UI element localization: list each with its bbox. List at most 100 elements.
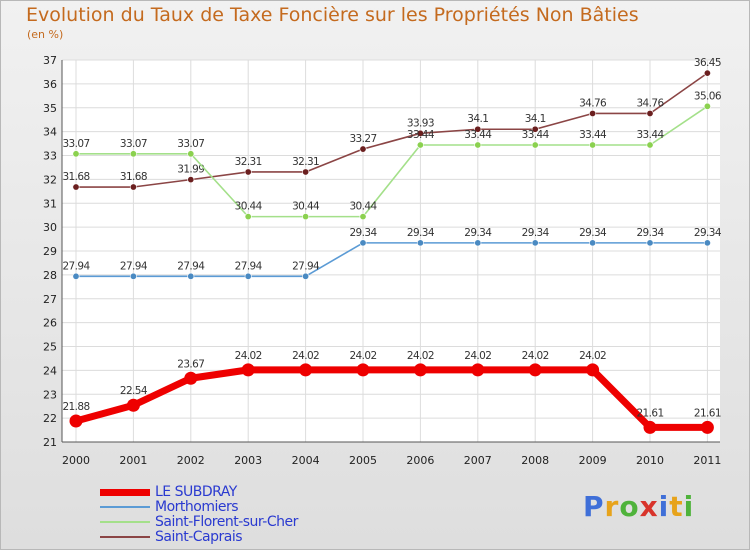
- data-label: 33.44: [636, 129, 664, 141]
- data-label: 21.61: [694, 407, 721, 419]
- y-tick-label: 23: [43, 388, 57, 401]
- data-label: 30.44: [292, 201, 320, 213]
- logo-letter: t: [669, 490, 684, 523]
- data-point: [413, 363, 427, 377]
- data-label: 24.02: [522, 350, 549, 362]
- data-label: 34.1: [525, 113, 546, 125]
- data-label: 31.68: [62, 171, 89, 183]
- data-label: 31.68: [120, 171, 147, 183]
- x-tick-label: 2007: [464, 454, 492, 467]
- series-saint-florent-sur-cher: 33.07 33.07 33.07 30.44 30.44 30.44 33.44 33.44…: [62, 90, 722, 221]
- data-point: [474, 141, 482, 149]
- data-label: 33.93: [407, 117, 434, 129]
- data-point: [646, 239, 654, 247]
- series-line: [76, 72, 708, 188]
- data-label: 27.94: [120, 260, 148, 272]
- data-label: 29.34: [349, 227, 377, 239]
- data-label: 33.44: [522, 129, 550, 141]
- data-point: [528, 363, 542, 377]
- data-label: 32.31: [292, 156, 319, 168]
- data-point: [187, 176, 195, 184]
- data-label: 24.02: [579, 350, 606, 362]
- y-tick-label: 25: [43, 341, 57, 354]
- data-label: 24.02: [235, 350, 262, 362]
- logo-letter: x: [639, 490, 659, 523]
- data-label: 29.34: [522, 227, 550, 239]
- data-label: 35.06: [694, 90, 722, 102]
- data-point: [302, 272, 310, 280]
- data-label: 29.34: [407, 227, 435, 239]
- logo-letter: P: [583, 490, 605, 523]
- x-tick-label: 2005: [349, 454, 377, 467]
- legend-swatch: [100, 488, 150, 496]
- y-tick-label: 31: [43, 197, 57, 210]
- data-label: 33.44: [407, 129, 435, 141]
- data-point: [129, 272, 137, 280]
- series-saint-caprais: 31.68 31.68 31.99 32.31 32.31 33.27 33.93 34.1 3…: [62, 57, 722, 191]
- y-tick-label: 30: [43, 221, 57, 234]
- proxiti-logo: Proxiti: [583, 490, 694, 523]
- y-tick-label: 27: [43, 293, 57, 306]
- series-le-subdray: 21.88 22.54 23.67 24.02 24.02 24.02 24.02 24.02…: [62, 350, 722, 434]
- data-label: 27.94: [292, 260, 320, 272]
- chart-title: Evolution du Taux de Taxe Foncière sur l…: [26, 4, 639, 26]
- data-point: [244, 213, 252, 221]
- data-point: [72, 150, 80, 158]
- y-tick-label: 28: [43, 269, 57, 282]
- logo-letter: o: [619, 490, 640, 523]
- data-label: 29.34: [636, 227, 664, 239]
- data-label: 24.02: [407, 350, 434, 362]
- legend-swatch: [100, 521, 150, 523]
- data-label: 33.07: [120, 138, 147, 150]
- data-label: 33.44: [464, 129, 492, 141]
- logo-letter: r: [604, 490, 620, 523]
- y-tick-label: 22: [43, 412, 57, 425]
- data-label: 22.54: [120, 385, 148, 397]
- y-tick-label: 32: [43, 173, 57, 186]
- data-point: [299, 363, 313, 377]
- data-point: [69, 414, 83, 428]
- data-point: [72, 183, 80, 191]
- data-point: [416, 239, 424, 247]
- y-tick-label: 34: [43, 126, 57, 139]
- x-tick-label: 2004: [292, 454, 320, 467]
- data-point: [471, 363, 485, 377]
- data-point: [643, 420, 657, 434]
- logo-letter: i: [658, 490, 670, 523]
- data-point: [703, 102, 711, 110]
- x-tick-label: 2006: [406, 454, 434, 467]
- y-tick-label: 37: [43, 54, 57, 67]
- data-point: [416, 129, 424, 137]
- data-label: 33.44: [579, 129, 607, 141]
- data-label: 32.31: [235, 156, 262, 168]
- series-line: [75, 366, 708, 431]
- data-point: [589, 239, 597, 247]
- x-tick-label: 2000: [62, 454, 90, 467]
- data-label: 33.27: [349, 133, 376, 145]
- data-point: [356, 363, 370, 377]
- y-tick-label: 36: [43, 78, 57, 91]
- data-label: 21.61: [636, 407, 663, 419]
- data-point: [359, 239, 367, 247]
- x-tick-label: 2008: [521, 454, 549, 467]
- y-tick-label: 35: [43, 102, 57, 115]
- data-point: [700, 420, 714, 434]
- legend-label: Saint-Florent-sur-Cher: [155, 514, 298, 530]
- data-label: 21.88: [62, 401, 89, 413]
- data-label: 31.99: [177, 164, 204, 176]
- data-point: [187, 150, 195, 158]
- data-point: [126, 398, 140, 412]
- y-tick-label: 33: [43, 150, 57, 163]
- data-point: [416, 141, 424, 149]
- data-label: 34.76: [579, 97, 607, 109]
- legend-swatch: [100, 506, 150, 508]
- data-point: [359, 213, 367, 221]
- x-tick-label: 2011: [693, 454, 721, 467]
- x-tick-label: 2010: [636, 454, 664, 467]
- data-point: [302, 213, 310, 221]
- data-label: 29.34: [464, 227, 492, 239]
- data-point: [531, 125, 539, 133]
- data-point: [129, 150, 137, 158]
- data-label: 29.34: [579, 227, 607, 239]
- y-tick-label: 24: [43, 364, 57, 377]
